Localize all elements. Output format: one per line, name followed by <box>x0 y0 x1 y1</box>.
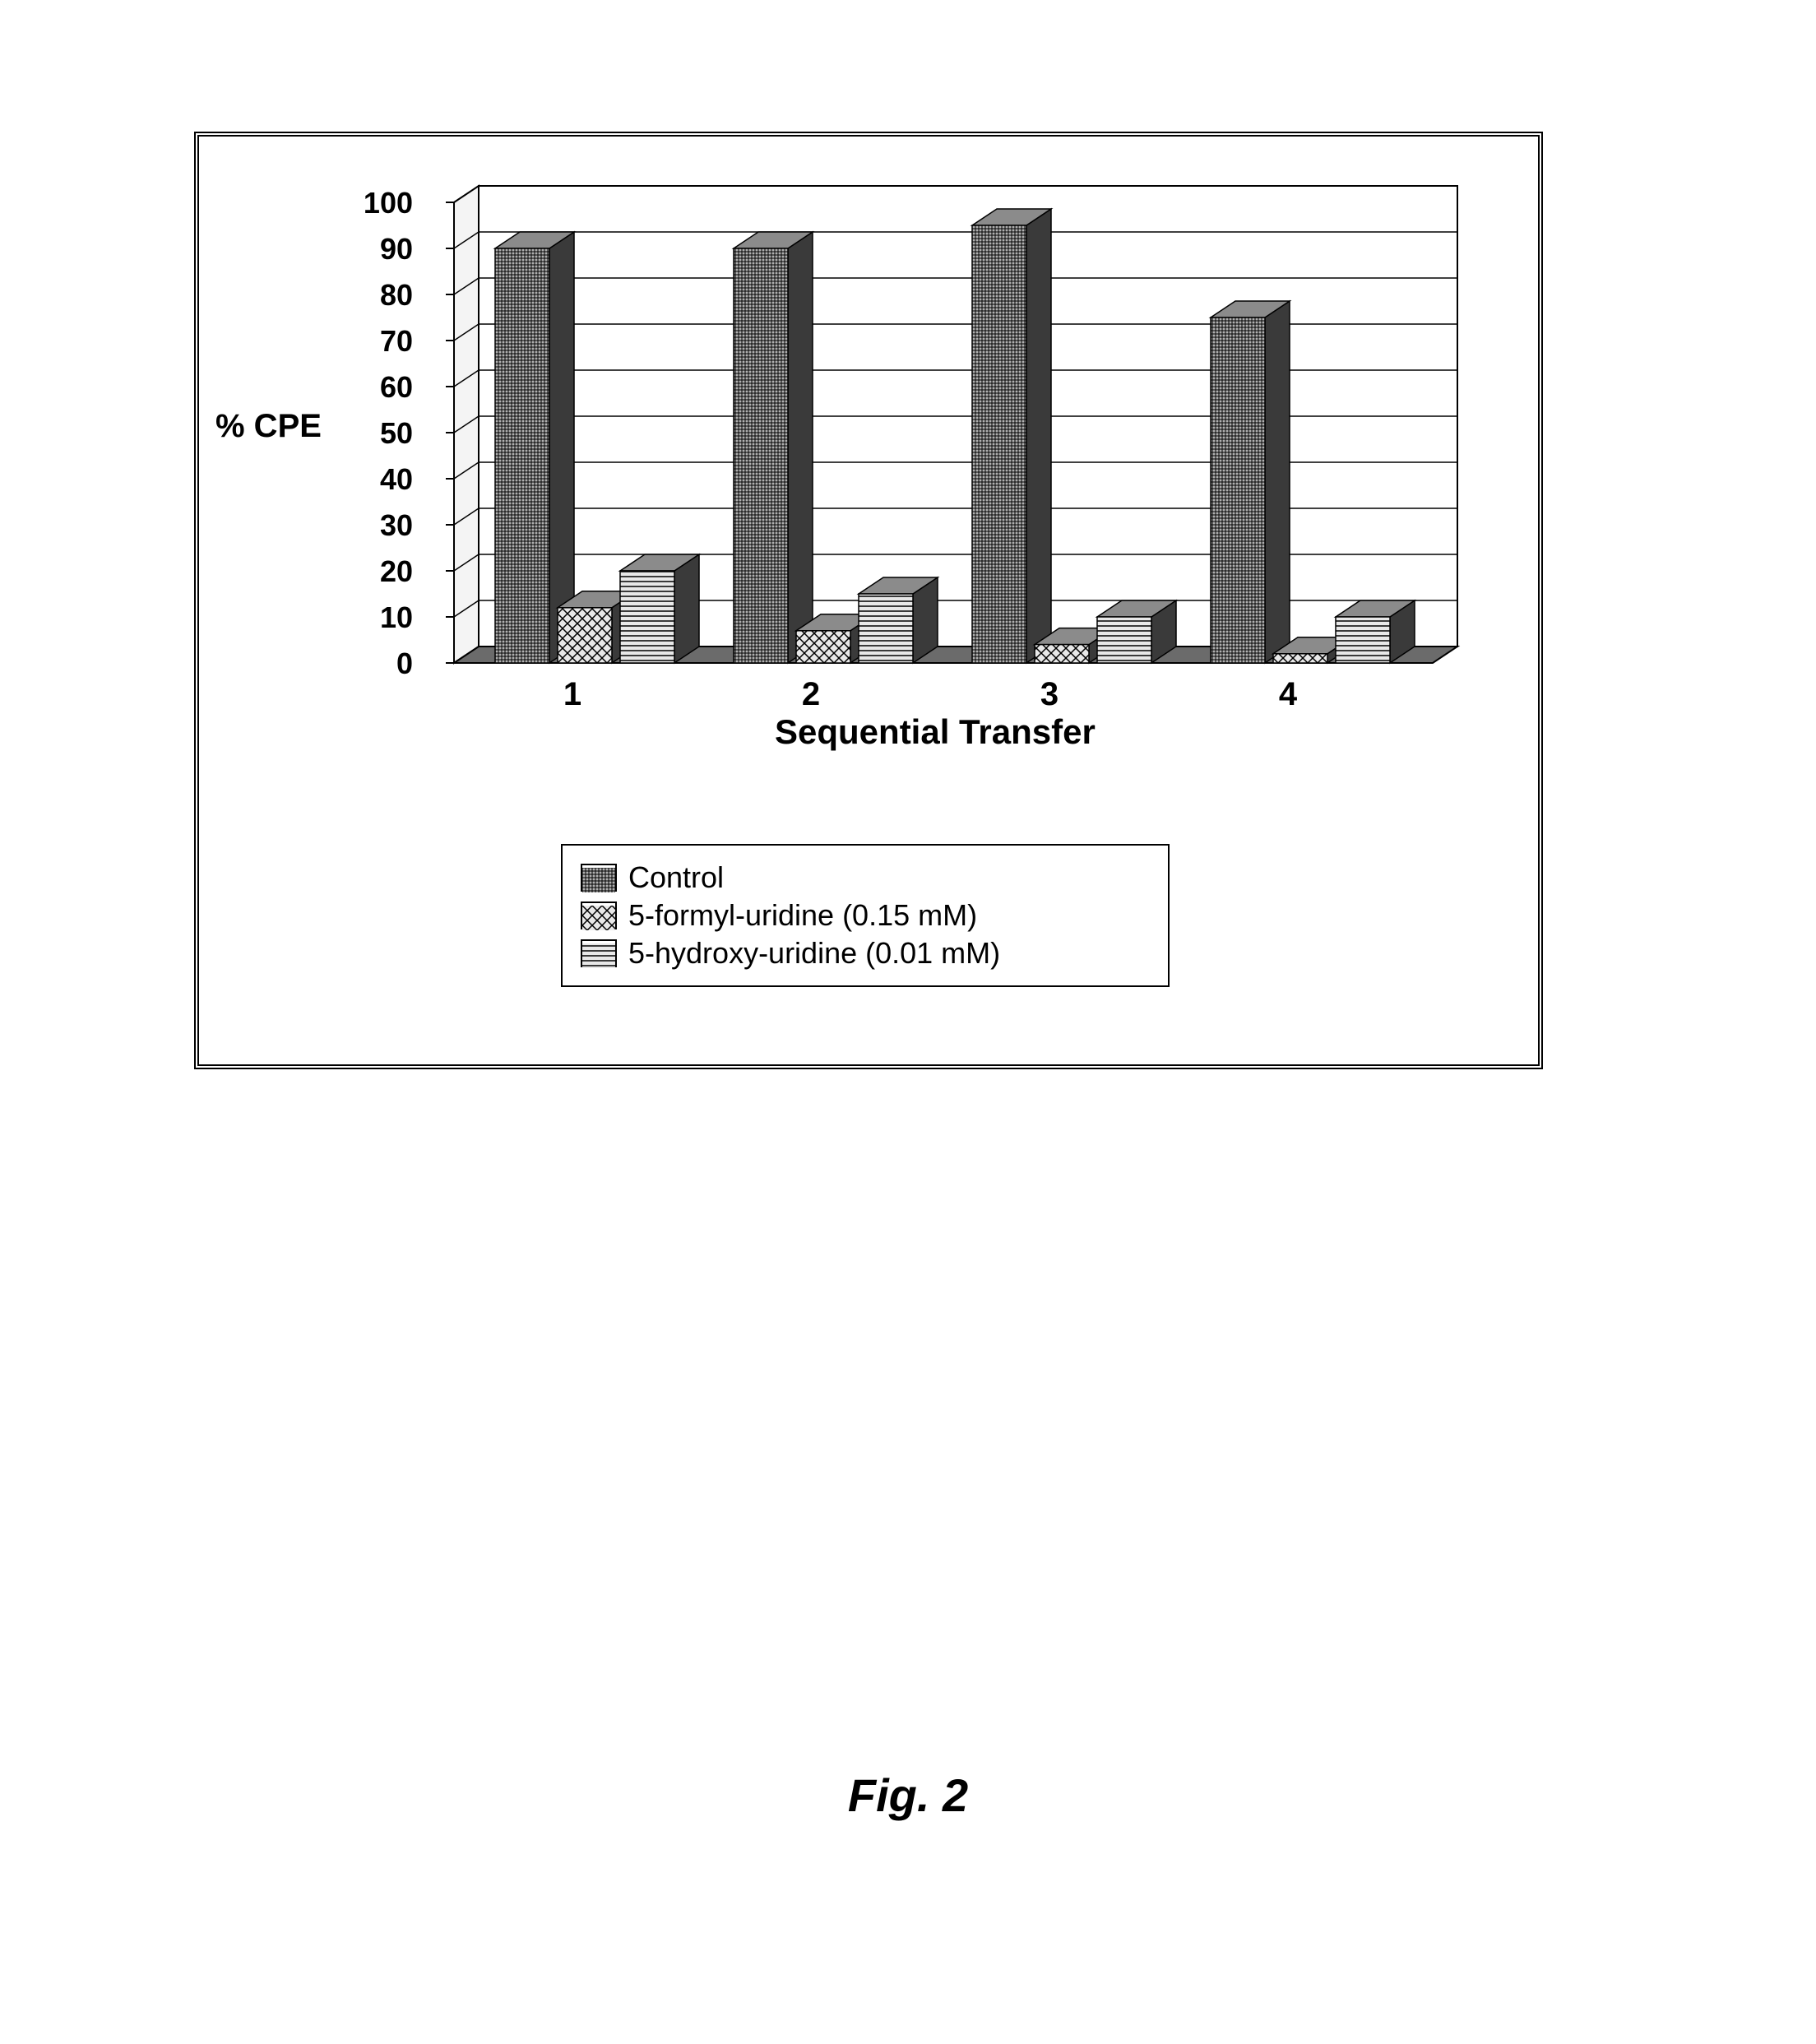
legend-label: 5-formyl-uridine (0.15 mM) <box>628 898 977 933</box>
y-axis-label: % CPE <box>215 408 322 445</box>
legend-item: 5-hydroxy-uridine (0.01 mM) <box>581 936 1150 971</box>
chart-svg <box>331 169 1482 762</box>
legend-swatch <box>581 939 617 967</box>
figure-caption: Fig. 2 <box>0 1768 1816 1822</box>
legend-swatch <box>581 864 617 892</box>
x-tick-label: 1 <box>556 676 589 713</box>
legend-label: Control <box>628 860 724 895</box>
legend-items: Control5-formyl-uridine (0.15 mM)5-hydro… <box>581 860 1150 971</box>
legend-swatch <box>581 901 617 929</box>
x-tick-label: 2 <box>794 676 827 713</box>
chart-frame: 0102030405060708090100 % CPE <box>194 132 1543 1069</box>
legend-label: 5-hydroxy-uridine (0.01 mM) <box>628 936 1000 971</box>
x-axis-title: Sequential Transfer <box>775 712 1096 752</box>
x-tick-label: 3 <box>1033 676 1066 713</box>
legend-item: 5-formyl-uridine (0.15 mM) <box>581 898 1150 933</box>
legend: Control5-formyl-uridine (0.15 mM)5-hydro… <box>561 844 1170 987</box>
x-tick-label: 4 <box>1272 676 1304 713</box>
page: 0102030405060708090100 % CPE <box>0 0 1816 2044</box>
chart-area <box>331 169 1482 762</box>
legend-item: Control <box>581 860 1150 895</box>
